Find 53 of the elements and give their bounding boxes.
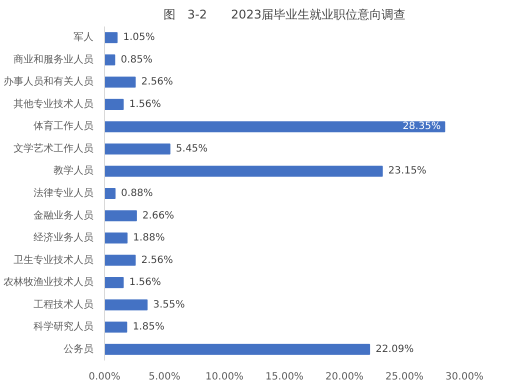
x-tick-label: 5.00% xyxy=(148,372,180,382)
x-tick-label: 10.00% xyxy=(205,372,244,382)
y-tick-label: 商业和服务业人员 xyxy=(14,53,94,66)
bar xyxy=(104,254,136,266)
data-label: 2.66% xyxy=(142,210,174,222)
y-tick-label: 法律专业人员 xyxy=(34,187,94,199)
y-tick-label: 体育工作人员 xyxy=(34,120,94,132)
y-tick-label: 农林牧渔业技术人员 xyxy=(4,276,94,288)
y-tick-label: 文学艺术工作人员 xyxy=(14,142,94,154)
bar xyxy=(104,277,124,288)
x-tick-label: 20.00% xyxy=(325,372,364,382)
bar xyxy=(104,32,118,44)
y-tick-label: 其他专业技术人员 xyxy=(14,98,94,110)
x-tick-label: 15.00% xyxy=(265,372,304,382)
data-label: 1.05% xyxy=(123,32,155,44)
data-label: 1.88% xyxy=(133,232,165,244)
data-label: 2.56% xyxy=(141,76,173,88)
bar xyxy=(104,232,128,244)
y-tick-label: 卫生专业技术人员 xyxy=(14,254,94,266)
bar xyxy=(104,299,148,310)
bar xyxy=(104,322,128,333)
data-label: 0.88% xyxy=(121,188,153,199)
y-tick-label: 办事人员和有关人员 xyxy=(4,76,94,88)
bar xyxy=(104,76,136,88)
data-label: 5.45% xyxy=(176,143,208,154)
bar xyxy=(104,188,116,200)
y-tick-label: 经济业务人员 xyxy=(34,232,94,244)
data-label: 3.55% xyxy=(153,299,185,310)
data-label: 1.85% xyxy=(132,322,164,333)
y-tick-label: 军人 xyxy=(74,32,94,44)
data-label: 0.85% xyxy=(120,54,152,66)
bar xyxy=(104,210,137,222)
data-label: 22.09% xyxy=(376,344,414,355)
chart-title: 图 3-2 2023届毕业生就业职位意向调查 xyxy=(163,8,406,22)
x-tick-label: 30.00% xyxy=(445,372,484,382)
bar xyxy=(104,54,116,66)
data-label: 1.56% xyxy=(129,277,161,288)
bar xyxy=(104,143,170,154)
y-tick-label: 金融业务人员 xyxy=(34,209,94,222)
data-label: 23.15% xyxy=(388,166,426,177)
bar xyxy=(104,121,446,132)
bar xyxy=(104,344,370,355)
data-label: 2.56% xyxy=(141,254,173,266)
data-label: 28.35% xyxy=(402,121,441,132)
x-tick-label: 0.00% xyxy=(88,372,120,382)
y-tick-label: 教学人员 xyxy=(54,164,94,177)
data-label: 1.56% xyxy=(129,98,161,110)
y-tick-label: 科学研究人员 xyxy=(34,320,94,333)
y-tick-label: 公务员 xyxy=(64,342,94,355)
x-tick-label: 25.00% xyxy=(385,372,424,382)
bar xyxy=(104,166,383,177)
bar xyxy=(104,98,124,110)
y-tick-label: 工程技术人员 xyxy=(34,298,94,310)
